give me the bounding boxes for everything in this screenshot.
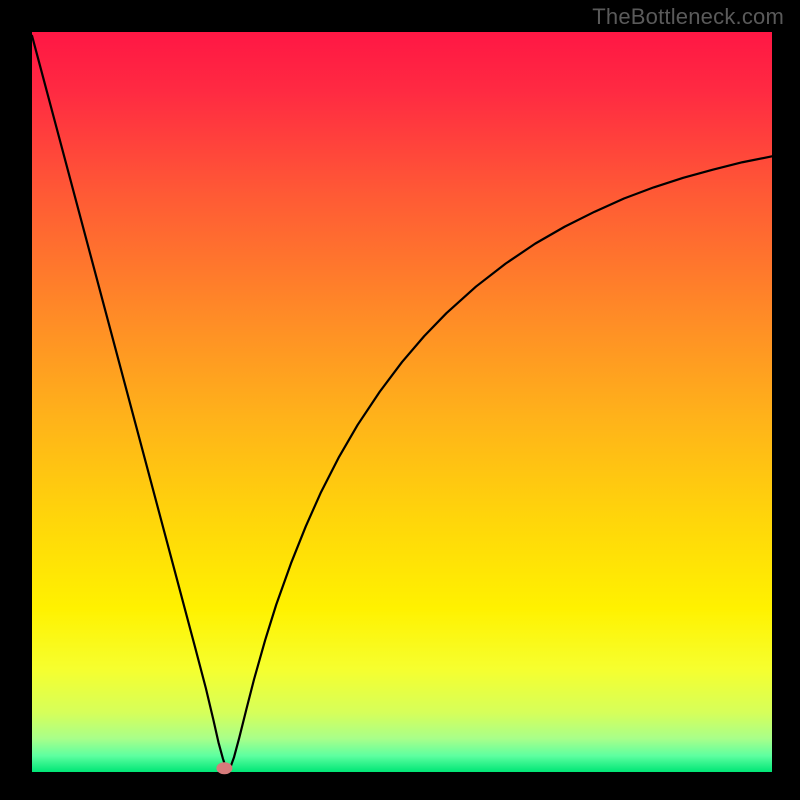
bottleneck-curve	[32, 36, 772, 772]
min-marker	[216, 762, 232, 774]
curve-svg	[32, 32, 772, 772]
chart-container: TheBottleneck.com	[0, 0, 800, 800]
plot-area	[32, 32, 772, 772]
watermark-text: TheBottleneck.com	[592, 4, 784, 30]
